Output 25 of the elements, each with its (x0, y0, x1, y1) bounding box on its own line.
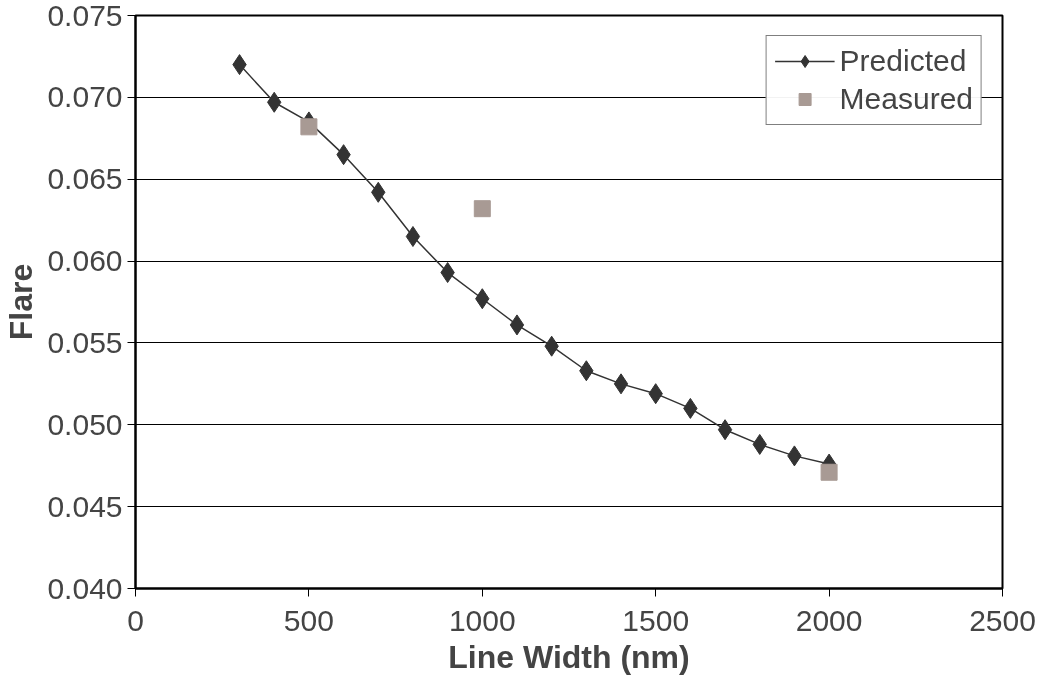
x-tick-label: 0 (127, 603, 144, 637)
point (820, 463, 838, 481)
x-tick-label: 2500 (969, 603, 1036, 637)
y-tick-label: 0.055 (47, 325, 123, 359)
y-tick-label: 0.060 (47, 244, 123, 278)
point (405, 226, 421, 248)
x-tick-label: 500 (283, 603, 334, 637)
point (509, 314, 525, 336)
point (717, 419, 733, 441)
y-tick-label: 0.050 (47, 407, 123, 441)
y-tick-label: 0.065 (47, 162, 123, 196)
y-tick-label: 0.040 (47, 571, 123, 605)
y-tick-label: 0.045 (47, 489, 123, 523)
y-tick-label: 0.075 (47, 0, 123, 32)
x-tick-label: 1500 (622, 603, 690, 637)
y-tick-label: 0.070 (47, 80, 123, 114)
point (473, 200, 491, 218)
y-axis-title: Flare (3, 263, 40, 341)
x-axis-title: Line Width (nm) (448, 638, 690, 675)
x-tick-label: 1000 (448, 603, 516, 637)
point (613, 373, 629, 395)
x-tick-label: 2000 (795, 603, 863, 637)
legend-label: Predicted (839, 44, 967, 78)
point (300, 118, 318, 136)
legend-label: Measured (839, 82, 973, 116)
